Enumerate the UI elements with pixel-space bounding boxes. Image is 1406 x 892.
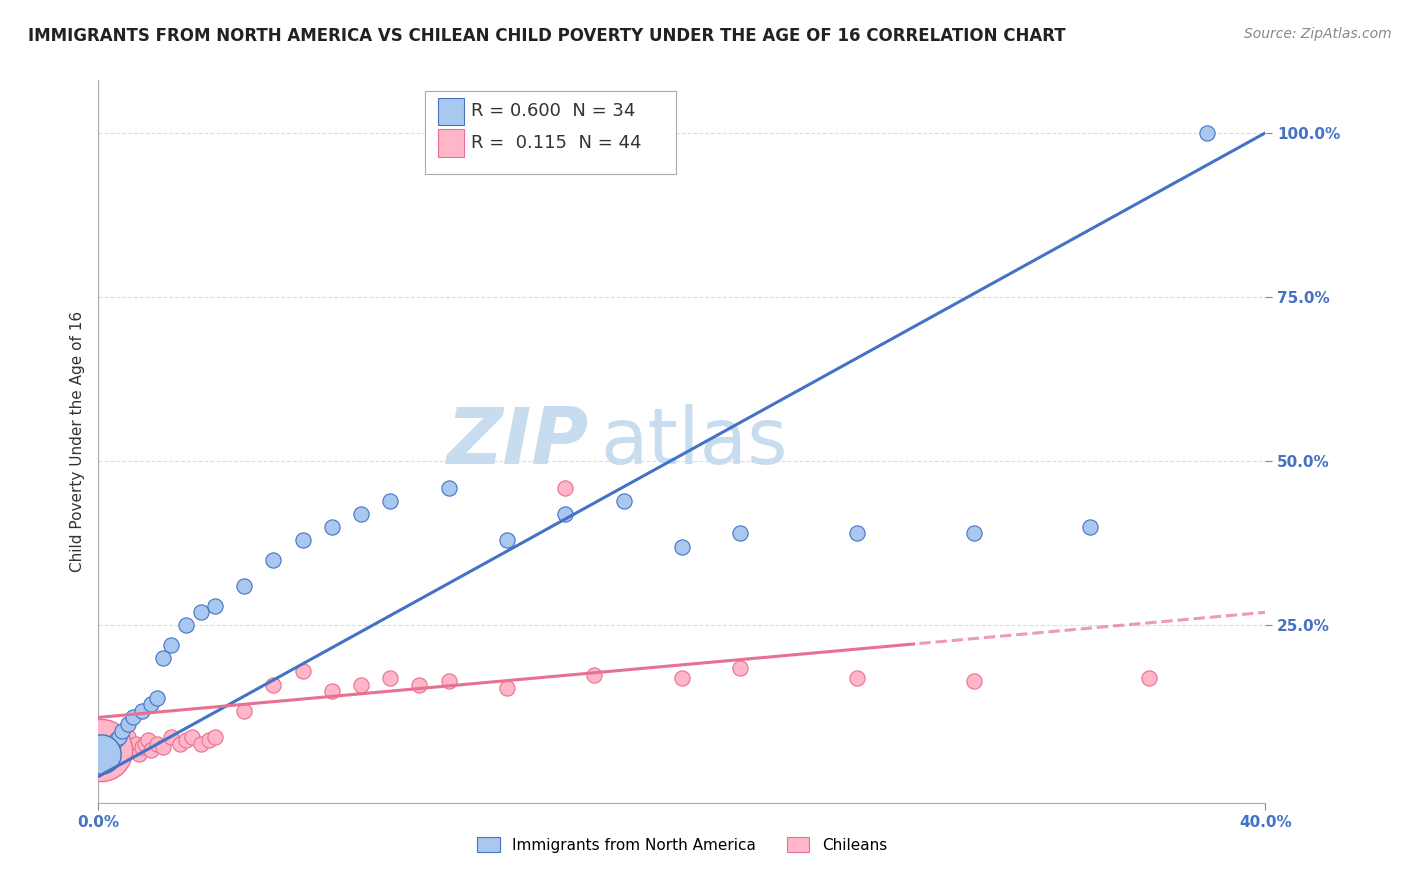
Point <box>146 690 169 705</box>
Point <box>350 507 373 521</box>
Point <box>104 733 127 747</box>
Point <box>846 671 869 685</box>
FancyBboxPatch shape <box>439 129 464 157</box>
Point <box>380 493 402 508</box>
Point <box>122 743 145 757</box>
Point <box>139 743 162 757</box>
Point <box>612 493 634 508</box>
FancyBboxPatch shape <box>439 97 464 125</box>
Point <box>152 739 174 754</box>
Point <box>437 674 460 689</box>
Point <box>730 526 752 541</box>
Point <box>204 730 226 744</box>
Point <box>117 730 139 744</box>
Point <box>437 481 460 495</box>
Point <box>101 739 124 754</box>
Point <box>128 747 150 761</box>
Point <box>90 743 112 757</box>
Point <box>136 733 159 747</box>
Point <box>120 739 142 754</box>
Point <box>125 737 148 751</box>
Point <box>122 710 145 724</box>
Y-axis label: Child Poverty Under the Age of 16: Child Poverty Under the Age of 16 <box>69 311 84 572</box>
Point <box>90 749 112 764</box>
Point <box>1080 520 1102 534</box>
Point <box>131 739 153 754</box>
Point <box>98 753 121 767</box>
Text: Source: ZipAtlas.com: Source: ZipAtlas.com <box>1244 27 1392 41</box>
Point <box>1195 126 1218 140</box>
Text: R = 0.600  N = 34: R = 0.600 N = 34 <box>471 103 636 120</box>
Point <box>96 743 118 757</box>
Point <box>190 737 212 751</box>
Point <box>114 743 136 757</box>
Point <box>111 733 134 747</box>
Point <box>139 698 162 712</box>
Point <box>204 599 226 613</box>
Point <box>233 579 256 593</box>
Text: R =  0.115  N = 44: R = 0.115 N = 44 <box>471 134 641 153</box>
Point <box>321 520 343 534</box>
Point <box>291 533 314 547</box>
Legend: Immigrants from North America, Chileans: Immigrants from North America, Chileans <box>470 829 894 860</box>
Text: atlas: atlas <box>600 403 787 480</box>
Point <box>1137 671 1160 685</box>
Point <box>198 733 221 747</box>
Point <box>169 737 191 751</box>
Point <box>291 665 314 679</box>
Point <box>190 605 212 619</box>
Point <box>160 638 183 652</box>
Point <box>496 681 519 695</box>
Point <box>671 671 693 685</box>
Point <box>262 553 284 567</box>
Point <box>408 677 430 691</box>
Point <box>846 526 869 541</box>
FancyBboxPatch shape <box>425 91 676 174</box>
Point <box>93 747 115 761</box>
Point <box>496 533 519 547</box>
Point <box>174 618 197 632</box>
Point <box>146 737 169 751</box>
Point <box>108 747 131 761</box>
Point <box>262 677 284 691</box>
Point <box>180 730 202 744</box>
Point <box>134 737 156 751</box>
Point <box>90 749 112 764</box>
Point <box>117 717 139 731</box>
Point <box>90 747 112 761</box>
Point <box>554 481 576 495</box>
Point <box>350 677 373 691</box>
Point <box>111 723 134 738</box>
Point <box>101 737 124 751</box>
Text: IMMIGRANTS FROM NORTH AMERICA VS CHILEAN CHILD POVERTY UNDER THE AGE OF 16 CORRE: IMMIGRANTS FROM NORTH AMERICA VS CHILEAN… <box>28 27 1066 45</box>
Point <box>131 704 153 718</box>
Point <box>321 684 343 698</box>
Point <box>730 661 752 675</box>
Point <box>962 526 984 541</box>
Point <box>554 507 576 521</box>
Point <box>98 739 121 754</box>
Point <box>152 651 174 665</box>
Point <box>380 671 402 685</box>
Point <box>96 743 118 757</box>
Point <box>233 704 256 718</box>
Point <box>108 730 131 744</box>
Text: ZIP: ZIP <box>446 403 589 480</box>
Point <box>93 747 115 761</box>
Point <box>104 737 127 751</box>
Point <box>174 733 197 747</box>
Point <box>962 674 984 689</box>
Point <box>671 540 693 554</box>
Point <box>160 730 183 744</box>
Point <box>583 667 606 681</box>
